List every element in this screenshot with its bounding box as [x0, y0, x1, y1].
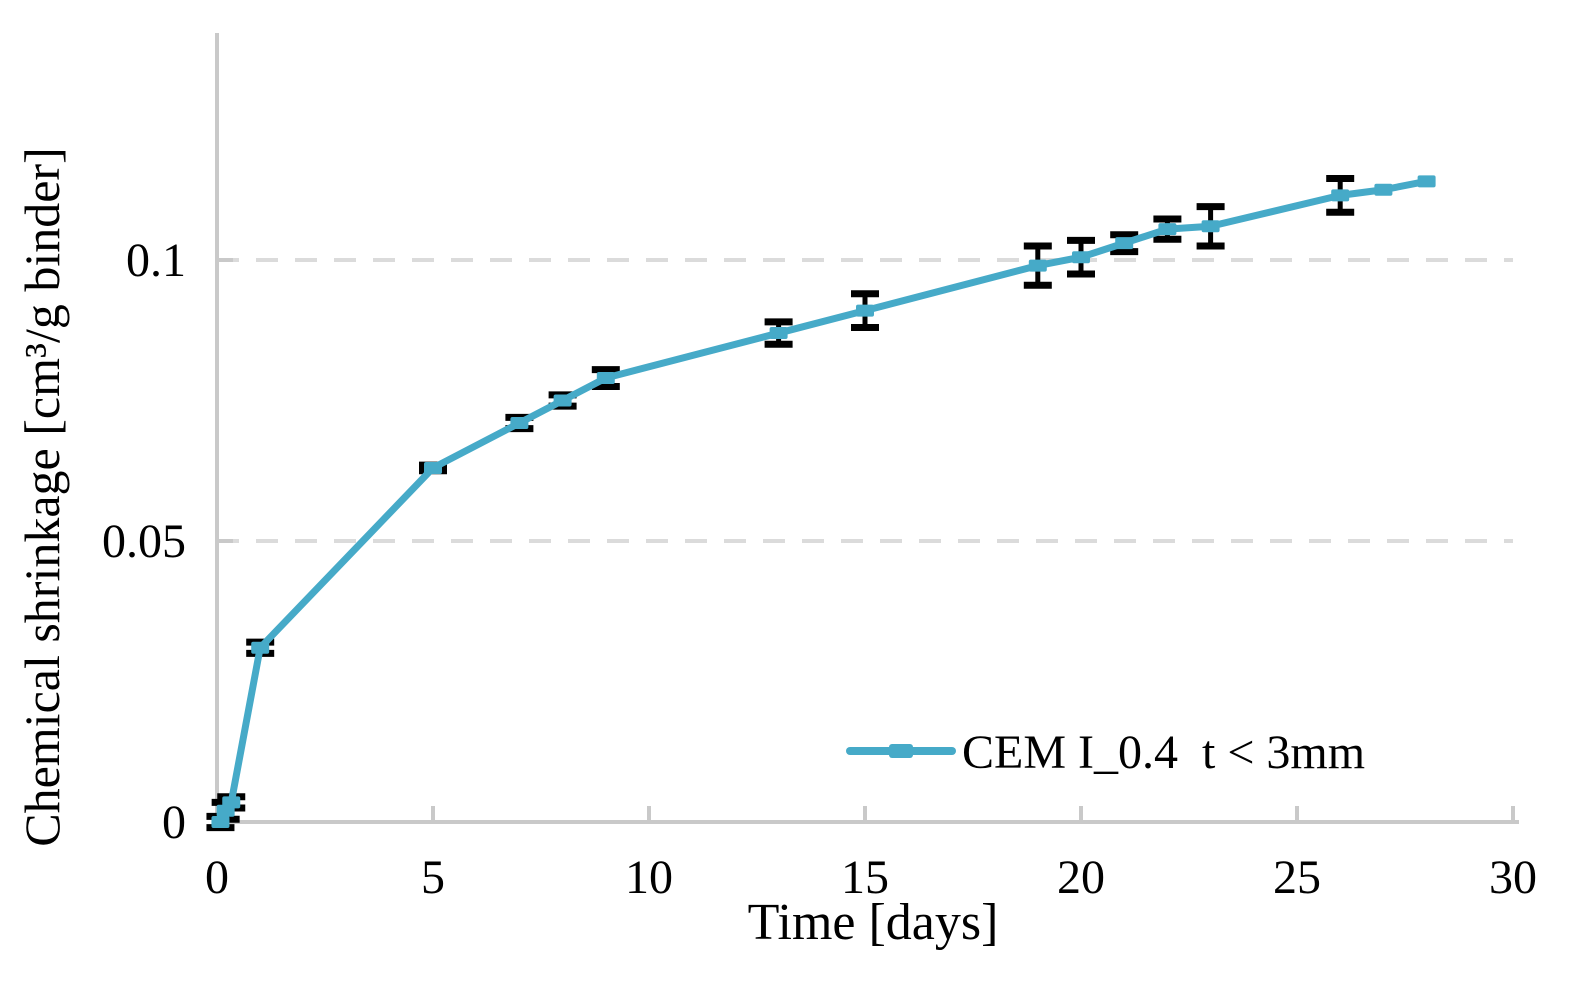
- data-point-marker: [856, 304, 874, 317]
- x-axis-title: Time [days]: [747, 894, 999, 951]
- x-tick-label: 5: [421, 851, 445, 904]
- data-point-marker: [553, 394, 572, 407]
- x-tick-label: 25: [1273, 851, 1321, 904]
- data-point-marker: [251, 641, 270, 654]
- x-tick-label: 0: [205, 851, 229, 904]
- gridlines: [217, 258, 1513, 543]
- data-point-marker: [1115, 237, 1134, 250]
- y-axis-title: Chemical shrinkage [cm³/g binder]: [14, 147, 70, 847]
- legend-label: CEM I_0.4 t < 3mm: [962, 726, 1366, 779]
- legend-marker: [889, 744, 913, 758]
- data-point-marker: [424, 461, 442, 474]
- x-tick-label: 20: [1057, 851, 1105, 904]
- data-point-marker: [1374, 183, 1393, 196]
- series-markers: [211, 175, 1436, 828]
- x-tick-label: 10: [625, 851, 673, 904]
- data-point-marker: [222, 796, 241, 809]
- axis-ticks: [217, 258, 1515, 822]
- data-point-marker: [1158, 223, 1177, 236]
- data-point-marker: [1072, 251, 1090, 264]
- y-tick-label: 0.05: [102, 515, 186, 568]
- y-tick-label: 0: [162, 796, 186, 849]
- data-point-marker: [769, 327, 788, 340]
- data-point-marker: [1028, 259, 1047, 272]
- x-tick-label: 15: [841, 851, 889, 904]
- data-point-marker: [596, 372, 615, 385]
- legend-symbol: [846, 744, 956, 758]
- data-point-marker: [211, 816, 230, 828]
- data-point-marker: [1331, 189, 1350, 202]
- data-point-marker: [510, 416, 529, 429]
- data-point-marker: [1417, 175, 1436, 188]
- data-point-marker: [1201, 220, 1220, 233]
- axes: [215, 33, 1519, 824]
- series-line: [216, 177, 1431, 826]
- x-tick-label: 30: [1489, 851, 1537, 904]
- tick-labels: 0 5 10 15 20 25 30 0 0.05 0.1: [102, 234, 1537, 904]
- y-tick-label: 0.1: [126, 234, 186, 287]
